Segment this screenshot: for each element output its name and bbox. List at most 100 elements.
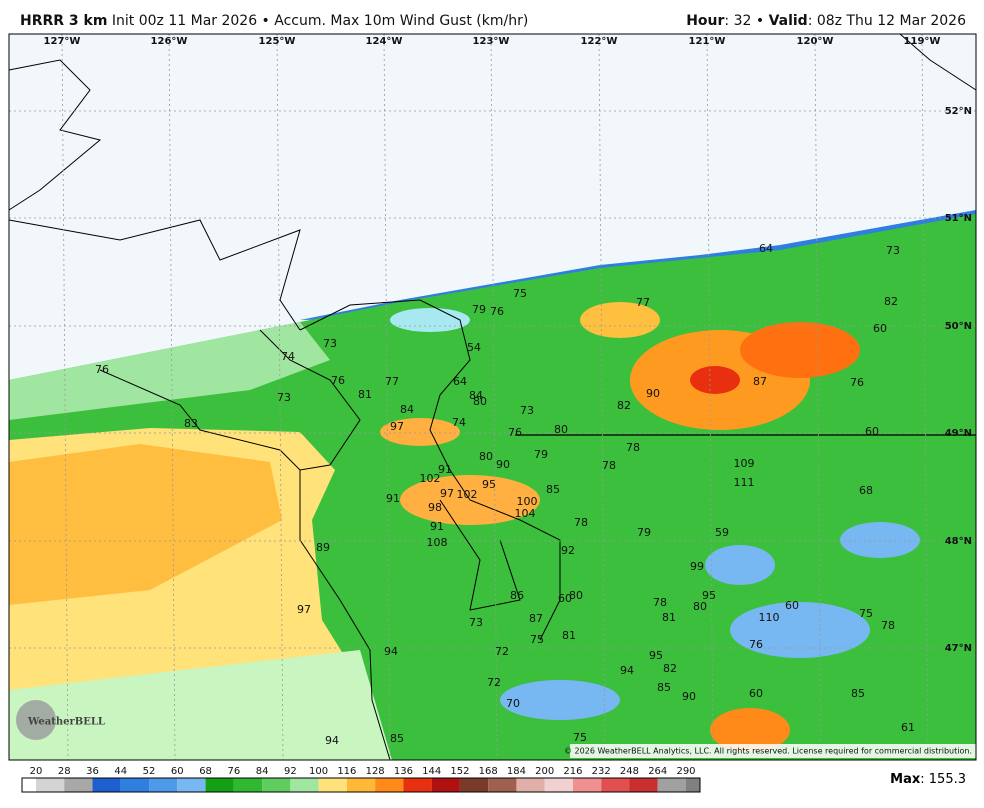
point-value: 74	[452, 416, 466, 429]
point-value: 75	[530, 633, 544, 646]
point-value: 83	[184, 417, 198, 430]
point-value: 79	[637, 526, 651, 539]
color-swatch	[516, 778, 545, 792]
point-value: 100	[517, 495, 538, 508]
point-value: 81	[662, 611, 676, 624]
color-swatch	[290, 778, 319, 792]
point-value: 97	[390, 420, 404, 433]
lon-label: 123°W	[473, 36, 510, 47]
point-value: 94	[384, 645, 398, 658]
color-swatch	[92, 778, 121, 792]
point-value: 85	[657, 681, 671, 694]
point-value: 70	[506, 697, 520, 710]
point-value: 95	[649, 649, 663, 662]
point-value: 82	[884, 295, 898, 308]
point-value: 91	[386, 492, 400, 505]
color-swatch	[120, 778, 150, 792]
point-value: 73	[520, 404, 534, 417]
colorbar-label: 116	[337, 766, 356, 777]
meridian	[276, 33, 284, 761]
point-value: 76	[331, 374, 345, 387]
colorbar-label: 20	[30, 766, 43, 777]
point-value: 60	[558, 592, 572, 605]
color-swatch	[686, 778, 700, 792]
point-value: 73	[886, 244, 900, 257]
subtitle: Init 00z 11 Mar 2026 • Accum. Max 10m Wi…	[112, 13, 528, 29]
point-value: 89	[316, 541, 330, 554]
meridian	[706, 33, 714, 761]
lon-label: 125°W	[259, 36, 296, 47]
map: 127°W 126°W 125°W 124°W 123°W 122°W 121°W 120°W…	[8, 33, 977, 761]
meridian	[814, 33, 822, 761]
colorbar: 20 28 36 44 52 60 68 76 84 92 100 116 128 136 144 152 16…	[21, 766, 701, 793]
colorbar-label: 168	[479, 766, 498, 777]
cyan-area	[390, 308, 470, 332]
point-value: 85	[546, 483, 560, 496]
max: Max: 155.3	[890, 772, 966, 787]
point-value: 110	[759, 611, 780, 624]
coastline	[299, 299, 561, 641]
point-value: 72	[495, 645, 509, 658]
meridian	[383, 33, 391, 761]
point-value: 81	[562, 629, 576, 642]
point-value: 94	[620, 664, 634, 677]
point-value: 75	[513, 287, 527, 300]
point-value: 54	[467, 341, 481, 354]
coastline	[8, 219, 301, 331]
hour-label: Hour	[686, 13, 724, 29]
colorbar-label: 144	[422, 766, 441, 777]
colorbar-label: 28	[58, 766, 71, 777]
point-value: 79	[472, 303, 486, 316]
lon-label: 121°W	[689, 36, 726, 47]
point-value: 73	[469, 616, 483, 629]
colorbar-label: 216	[563, 766, 582, 777]
point-value: 68	[859, 484, 873, 497]
color-swatch	[403, 778, 432, 792]
max-label: Max	[890, 772, 921, 787]
color-swatch	[572, 778, 602, 792]
copyright: © 2026 WeatherBELL Analytics, LLC. All r…	[564, 747, 972, 756]
point-value: 85	[390, 732, 404, 745]
point-value: 78	[602, 459, 616, 472]
point-value: 80	[569, 589, 583, 602]
point-value: 98	[428, 501, 442, 514]
point-value: 82	[663, 662, 677, 675]
color-swatch	[375, 778, 404, 792]
color-swatch	[262, 778, 291, 792]
color-swatch	[601, 778, 630, 792]
lat-label: 48°N	[945, 536, 972, 547]
colorbar-label: 200	[535, 766, 554, 777]
colorbar-label: 152	[450, 766, 469, 777]
color-swatch	[346, 778, 376, 792]
point-value: 77	[385, 375, 399, 388]
colorbar-label: 68	[199, 766, 212, 777]
colorbar-label: 60	[171, 766, 184, 777]
point-value: 60	[785, 599, 799, 612]
colorbar-label: 76	[227, 766, 240, 777]
max-value: : 155.3	[920, 772, 966, 787]
valid: : 08z Thu 12 Mar 2026	[808, 13, 966, 29]
point-value: 104	[515, 507, 536, 520]
point-value: 80	[479, 450, 493, 463]
lat-label: 52°N	[945, 106, 972, 117]
point-value: 80	[693, 600, 707, 613]
lat-label: 47°N	[945, 643, 972, 654]
point-value: 59	[715, 526, 729, 539]
color-swatch	[36, 778, 65, 792]
point-value: 78	[574, 516, 588, 529]
colorbar-label: 248	[620, 766, 639, 777]
point-value: 86	[510, 589, 524, 602]
point-value: 81	[358, 388, 372, 401]
colorbar-label: 84	[256, 766, 269, 777]
coastline	[8, 59, 102, 211]
color-swatch	[205, 778, 234, 792]
point-value: 76	[850, 376, 864, 389]
point-value: 61	[901, 721, 915, 734]
point-value: 79	[534, 448, 548, 461]
point-value: 87	[753, 375, 767, 388]
colorbar-label: 184	[507, 766, 526, 777]
orange-area	[740, 322, 860, 378]
point-value: 76	[749, 638, 763, 651]
